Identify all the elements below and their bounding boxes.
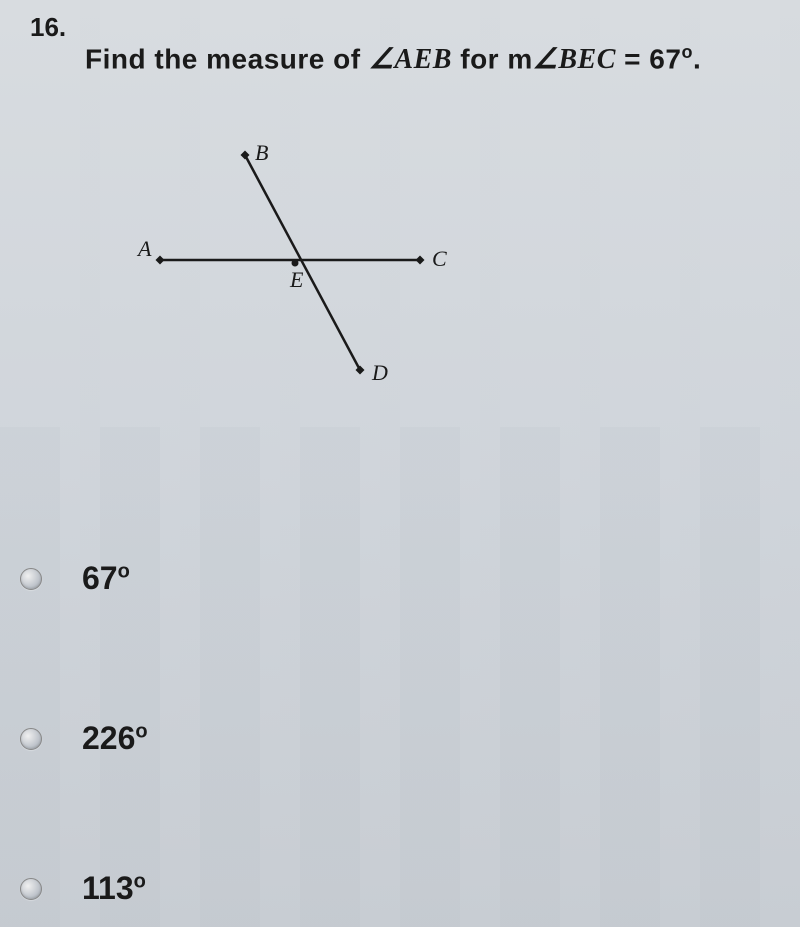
point-label-b: B [255,140,268,165]
angle-bec: ∠BEC [533,42,616,76]
point-marker-b [241,151,250,160]
option-row-3[interactable]: 113o [20,870,146,907]
option-deg-2: o [135,720,147,742]
option-value-2: 226 [82,720,135,756]
degree-symbol: o [681,42,693,62]
question-text: Find the measure of ∠AEB for m∠BEC = 67o… [85,42,701,76]
option-value-1: 67 [82,560,118,596]
option-row-2[interactable]: 226o [20,720,148,757]
option-deg-1: o [118,560,130,582]
diagram-line [245,155,360,370]
question-equals: = 67 [616,43,682,74]
radio-button-1[interactable] [20,568,42,590]
option-value-3: 113 [82,870,134,906]
point-marker-d [356,366,365,375]
point-marker-a [156,256,165,265]
question-prefix: Find the measure of [85,43,369,74]
point-marker-c [416,256,425,265]
option-label-2: 226o [82,720,148,757]
point-label-d: D [371,360,388,385]
point-label-c: C [432,246,447,271]
radio-button-2[interactable] [20,728,42,750]
option-label-3: 113o [82,870,146,907]
option-deg-3: o [134,870,146,892]
background-shade [0,427,800,927]
angle-aeb: ∠AEB [369,42,452,76]
point-label-e: E [289,267,304,292]
radio-button-3[interactable] [20,878,42,900]
diagram-svg: A B C D E [100,110,500,410]
option-label-1: 67o [82,560,130,597]
point-marker-e [292,260,299,267]
point-label-a: A [136,236,152,261]
question-number: 16. [30,12,66,43]
option-row-1[interactable]: 67o [20,560,130,597]
geometry-diagram: A B C D E [100,110,500,410]
question-period: . [693,43,701,74]
question-middle: for m [452,43,533,74]
